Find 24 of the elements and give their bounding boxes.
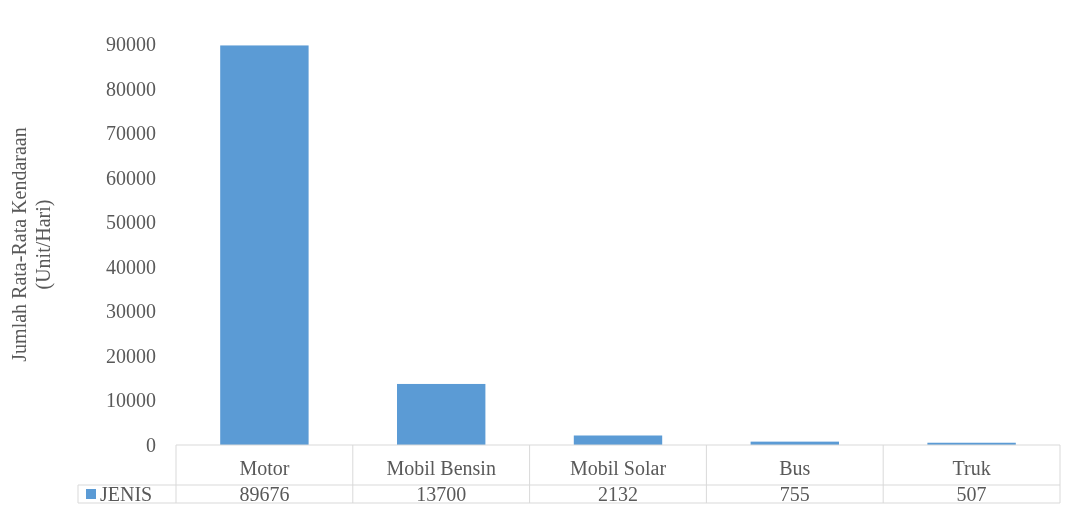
- x-tick-label: Truk: [952, 457, 991, 479]
- x-tick-label: Bus: [779, 457, 811, 479]
- y-tick-label: 50000: [106, 211, 156, 234]
- data-label: 507: [956, 483, 987, 505]
- data-label: 755: [779, 483, 810, 505]
- y-tick-label: 0: [146, 434, 156, 456]
- y-tick-label: 90000: [106, 33, 156, 55]
- y-tick-label: 20000: [106, 344, 156, 367]
- y-axis-title: Jumlah Rata-Rata Kendaraan (Unit/Hari): [8, 127, 55, 362]
- x-tick-label: Motor: [239, 457, 290, 479]
- y-tick-label: 60000: [106, 166, 156, 189]
- y-tick-label: 80000: [106, 77, 156, 100]
- legend-label: JENIS: [100, 483, 153, 505]
- y-tick-label: 70000: [106, 122, 156, 145]
- y-tick-label: 30000: [106, 300, 156, 323]
- data-label: 2132: [598, 483, 638, 505]
- bar: [220, 45, 309, 445]
- y-tick-label: 10000: [106, 389, 156, 412]
- y-tick-label: 40000: [106, 255, 156, 278]
- x-tick-label: Mobil Bensin: [386, 457, 496, 479]
- bar: [397, 383, 486, 445]
- data-label: 89676: [239, 483, 290, 505]
- data-label: 13700: [416, 483, 467, 505]
- x-tick-label: Mobil Solar: [569, 457, 667, 479]
